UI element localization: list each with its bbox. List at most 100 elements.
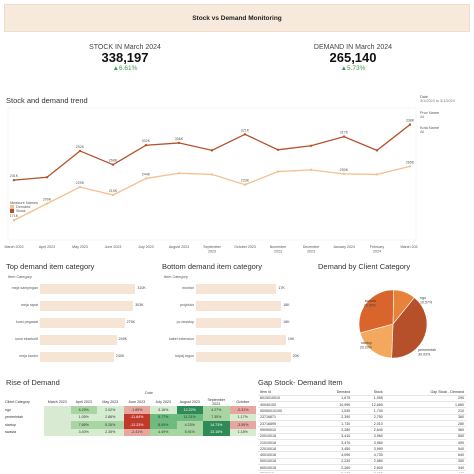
rise-cell[interactable]: 8.77% <box>150 413 177 421</box>
point-stock-3[interactable] <box>111 163 115 166</box>
rise-cell[interactable]: -2.41% <box>123 428 150 436</box>
point-demand-9[interactable] <box>309 168 313 172</box>
gap-cell: 2790118 <box>258 470 315 473</box>
data-label-stock-5: 306K <box>175 137 184 141</box>
point-stock-4[interactable] <box>144 144 148 147</box>
rise-cell[interactable]: -12.23% <box>123 421 150 429</box>
rise-cell[interactable]: 5.26% <box>97 421 124 429</box>
dashboard-title-bar: Stock vs Demand Monitoring <box>4 4 470 32</box>
point-demand-7[interactable] <box>243 183 247 186</box>
top-demand-bar-3[interactable] <box>40 335 117 345</box>
bottom-demand-bar-2[interactable] <box>196 318 282 328</box>
top-demand-bar-4[interactable] <box>40 352 114 362</box>
legend-stock-label: Stock <box>16 209 26 213</box>
rise-cell[interactable]: -3.59% <box>229 421 256 429</box>
top-demand-bar-2[interactable] <box>40 318 125 328</box>
gap-col-header-0[interactable]: Item Id <box>258 389 315 396</box>
rise-cell[interactable]: 7.66% <box>70 421 97 429</box>
rise-cell[interactable]: 2.88% <box>97 413 124 421</box>
pie-slice-startup[interactable] <box>359 323 394 359</box>
rise-cell[interactable] <box>44 421 71 429</box>
point-stock-6[interactable] <box>210 149 214 152</box>
rise-cell[interactable]: 11.31% <box>176 413 203 421</box>
point-stock-0[interactable] <box>12 178 16 182</box>
point-demand-1[interactable] <box>45 202 49 205</box>
point-stock-8[interactable] <box>276 148 280 151</box>
gap-col-header-3[interactable]: Gap Stock - Demand <box>384 389 466 396</box>
rise-cell[interactable]: 2.35% <box>97 428 124 436</box>
prov-filter-value[interactable]: All <box>420 115 425 119</box>
rise-cell[interactable] <box>44 413 71 421</box>
rise-cell[interactable] <box>44 428 71 436</box>
kota-filter-value[interactable]: All <box>420 130 425 134</box>
bottom-demand-bar-1[interactable] <box>196 301 282 311</box>
rise-cell[interactable]: 2.02% <box>97 406 124 414</box>
point-demand-11[interactable] <box>375 173 379 176</box>
gap-col-header-2[interactable]: Stock <box>352 389 385 396</box>
gap-cell: 2,390 <box>314 414 353 422</box>
point-stock-12[interactable] <box>408 123 412 126</box>
point-demand-2[interactable] <box>78 185 82 189</box>
rise-cell[interactable]: 12.22% <box>176 406 203 414</box>
rise-cell[interactable]: -1.89% <box>123 406 150 414</box>
point-stock-7[interactable] <box>243 133 247 136</box>
point-stock-5[interactable] <box>177 141 181 145</box>
x-tick-0: March 2023 <box>5 245 24 249</box>
point-demand-3[interactable] <box>111 193 115 197</box>
rise-cell[interactable]: 6.29% <box>70 406 97 414</box>
rise-cell[interactable]: -11.84% <box>123 413 150 421</box>
rise-cell[interactable]: 7.30% <box>203 413 230 421</box>
bottom-demand-bar-value-0: 17K <box>278 286 285 290</box>
point-stock-11[interactable] <box>375 149 379 152</box>
rise-cell[interactable]: 1.05% <box>70 413 97 421</box>
bottom-demand-bar-4[interactable] <box>196 352 291 362</box>
top-demand-bar-label-0: meja sampingan <box>11 286 38 290</box>
rise-cell[interactable] <box>44 406 71 414</box>
gap-cell: 2,260 <box>314 464 353 472</box>
table-row: 21010018 3,470 3,960 490 <box>258 439 466 447</box>
bottom-demand-bar-label-2: pc desktop <box>176 320 194 324</box>
gap-cell: 2,640 <box>352 426 385 434</box>
point-stock-10[interactable] <box>342 135 346 138</box>
rise-cell[interactable]: 4.49% <box>150 428 177 436</box>
top-demand-bar-1[interactable] <box>40 301 134 311</box>
prov-filter-label: Prov Name <box>420 111 439 115</box>
bottom-demand-bar-3[interactable] <box>196 335 286 345</box>
rise-cell[interactable]: 1.17% <box>229 413 256 421</box>
pie-slice-swasta[interactable] <box>358 289 394 334</box>
point-demand-0[interactable] <box>12 219 16 222</box>
rise-date-header: Date <box>145 391 154 395</box>
point-stock-2[interactable] <box>78 149 82 153</box>
gap-table-wrap[interactable]: Item Id Demand Stock Gap Stock - Demand 601… <box>258 389 470 473</box>
point-demand-8[interactable] <box>276 170 280 173</box>
point-stock-1[interactable] <box>45 176 49 179</box>
rise-cell[interactable]: 8.09% <box>150 421 177 429</box>
point-demand-10[interactable] <box>342 172 346 176</box>
point-demand-4[interactable] <box>144 177 148 180</box>
data-label-demand-1: 200K <box>43 198 52 202</box>
gap-cell: 280 <box>384 420 466 428</box>
bottom-demand-bar-value-3: 19K <box>287 337 295 341</box>
point-stock-9[interactable] <box>309 144 313 147</box>
rise-cell[interactable]: 14.73% <box>203 421 230 429</box>
rise-cell[interactable]: 1.18% <box>229 428 256 436</box>
top-demand-bar-value-0: 310K <box>137 286 146 290</box>
rise-cell[interactable]: 3.40% <box>70 428 97 436</box>
pie-slice-pemerintah[interactable] <box>391 297 428 359</box>
trend-chart: 241K 292K 268K 302K 306K 321K 317K 338K 171K 200K… <box>5 107 418 254</box>
gap-col-header-1[interactable]: Demand <box>314 389 353 396</box>
top-demand-bar-0[interactable] <box>40 284 136 294</box>
rise-cell[interactable]: 3.16% <box>150 406 177 414</box>
point-demand-12[interactable] <box>408 165 412 168</box>
gap-cell: 360 <box>384 426 466 434</box>
rise-cell[interactable]: 5.91% <box>176 428 203 436</box>
date-filter-value[interactable]: 3/1/2023 to 3/1/2024 <box>420 99 455 103</box>
rise-cell[interactable]: 13.15% <box>203 428 230 436</box>
rise-cell[interactable]: 4.27% <box>203 406 230 414</box>
rise-cell[interactable]: 4.23% <box>176 421 203 429</box>
point-demand-5[interactable] <box>177 172 181 175</box>
bottom-demand-bar-0[interactable] <box>196 284 277 294</box>
rise-cell[interactable]: -0.31% <box>229 406 256 414</box>
client-demand-title: Demand by Client Category <box>318 262 411 271</box>
point-demand-6[interactable] <box>210 173 214 176</box>
